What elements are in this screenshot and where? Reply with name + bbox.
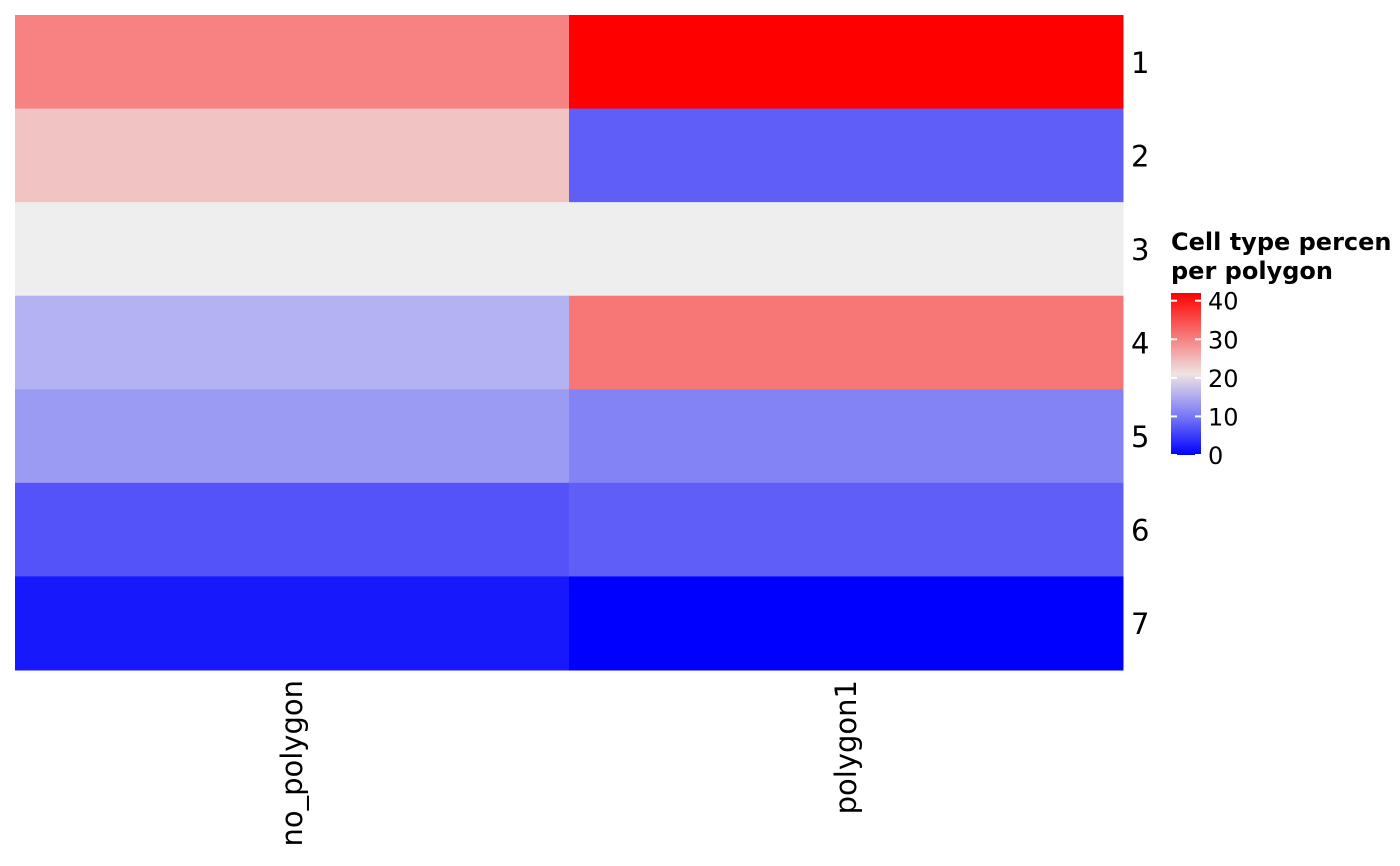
column-labels: no_polygon polygon1 — [275, 680, 863, 847]
row-label-2: 2 — [1131, 139, 1149, 173]
heatmap-cell-r4-polygon1 — [569, 295, 1124, 390]
legend-tick-label-30: 30 — [1208, 326, 1239, 354]
legend-tick-label-20: 20 — [1208, 365, 1239, 393]
heatmap-cell-r7-polygon1 — [569, 576, 1124, 671]
row-label-1: 1 — [1131, 46, 1149, 80]
legend-tick-label-40: 40 — [1208, 288, 1239, 316]
row-labels: 1 2 3 4 5 6 7 — [1131, 46, 1149, 641]
legend-ticks: 40 30 20 10 0 — [1171, 288, 1239, 470]
heatmap-cell-r2-polygon1 — [569, 108, 1124, 203]
row-label-4: 4 — [1131, 327, 1149, 361]
column-label-no_polygon: no_polygon — [275, 680, 309, 847]
heatmap-cell-r5-no_polygon — [15, 389, 570, 484]
heatmap-cell-r5-polygon1 — [569, 389, 1124, 484]
color-legend: Cell type percen per polygon 40 30 20 10 0 — [1171, 228, 1392, 470]
column-label-polygon1: polygon1 — [829, 680, 863, 814]
heatmap-cell-r3-no_polygon — [15, 202, 570, 297]
row-label-6: 6 — [1131, 514, 1149, 548]
heatmap-cell-r3-polygon1 — [569, 202, 1124, 297]
row-label-7: 7 — [1131, 607, 1149, 641]
heatmap-cell-r6-polygon1 — [569, 482, 1124, 577]
heatmap-cells — [15, 15, 1124, 671]
heatmap-cell-r1-polygon1 — [569, 15, 1124, 110]
row-label-3: 3 — [1131, 233, 1149, 267]
heatmap-cell-r7-no_polygon — [15, 576, 570, 671]
heatmap-cell-r2-no_polygon — [15, 108, 570, 203]
heatmap-cell-r1-no_polygon — [15, 15, 570, 110]
legend-color-bar — [1171, 293, 1201, 455]
heatmap-cell-r4-no_polygon — [15, 295, 570, 390]
row-label-5: 5 — [1131, 420, 1149, 454]
legend-title-line-2: per polygon — [1171, 257, 1333, 285]
heatmap-cell-r6-no_polygon — [15, 482, 570, 577]
legend-tick-label-0: 0 — [1208, 442, 1223, 470]
legend-title-line-1: Cell type percen — [1171, 228, 1392, 256]
legend-tick-label-10: 10 — [1208, 403, 1239, 431]
